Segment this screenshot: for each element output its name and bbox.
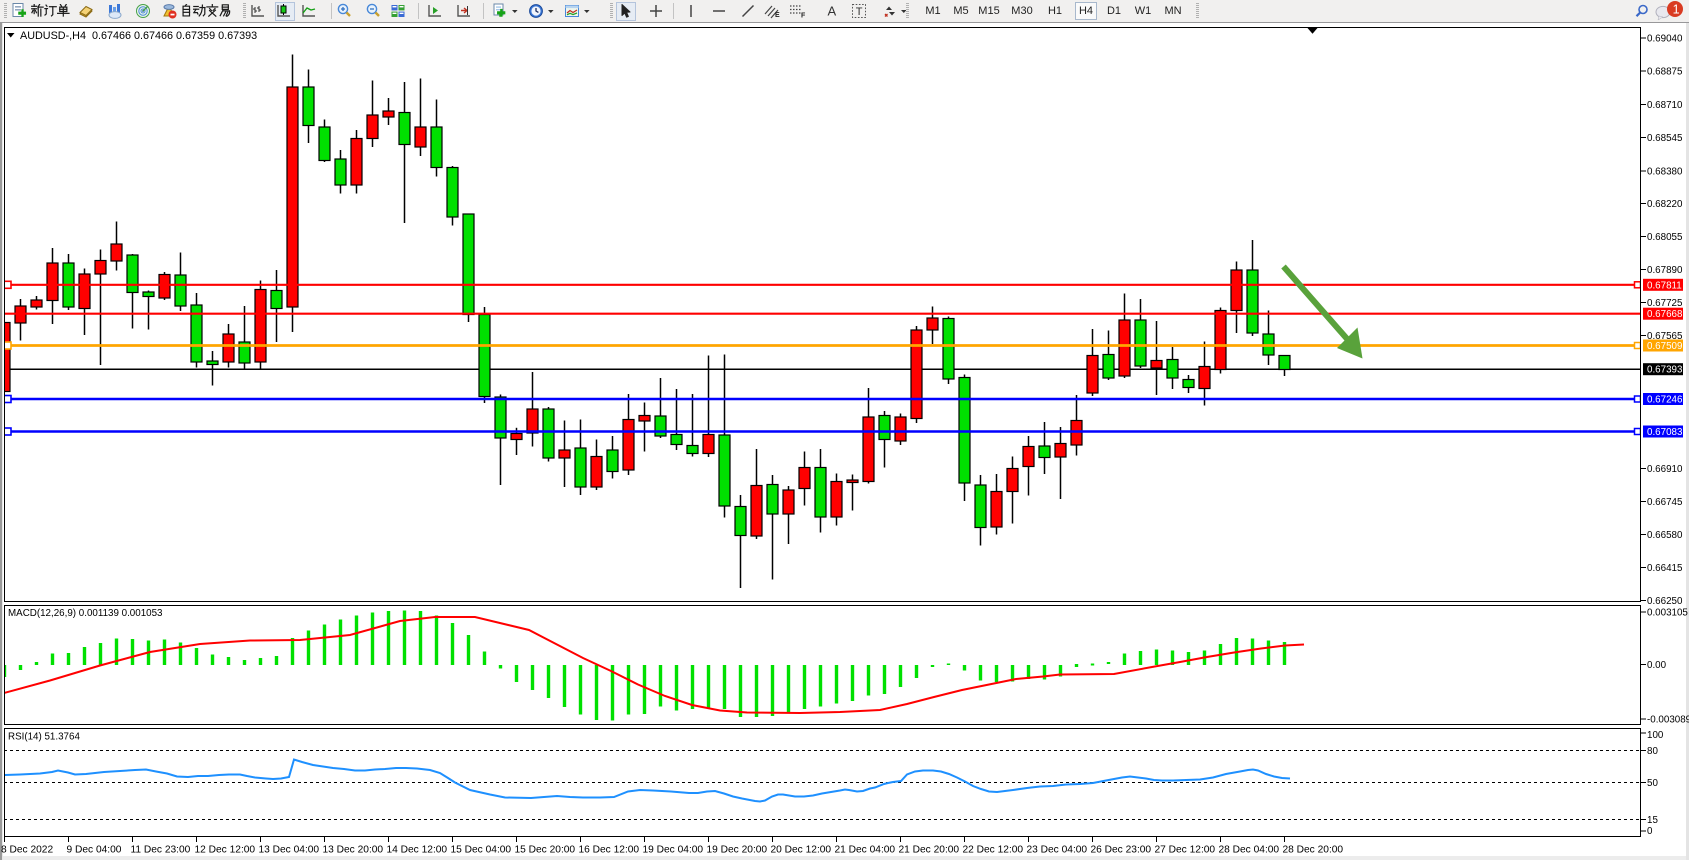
svg-text:0.68875: 0.68875 bbox=[1647, 67, 1683, 78]
svg-text:0.66250: 0.66250 bbox=[1647, 596, 1683, 607]
svg-text:1: 1 bbox=[1673, 3, 1680, 17]
svg-text:15 Dec 04:00: 15 Dec 04:00 bbox=[451, 845, 512, 856]
svg-text:23 Dec 04:00: 23 Dec 04:00 bbox=[1027, 845, 1088, 856]
svg-text:T: T bbox=[856, 6, 863, 18]
svg-text:8 Dec 2022: 8 Dec 2022 bbox=[1, 845, 53, 856]
svg-text:15 Dec 20:00: 15 Dec 20:00 bbox=[515, 845, 576, 856]
svg-text:13 Dec 20:00: 13 Dec 20:00 bbox=[323, 845, 384, 856]
svg-text:0.66580: 0.66580 bbox=[1647, 530, 1683, 541]
svg-text:0.67565: 0.67565 bbox=[1647, 331, 1683, 342]
svg-text:0.68710: 0.68710 bbox=[1647, 100, 1683, 111]
svg-text:13 Dec 04:00: 13 Dec 04:00 bbox=[259, 845, 320, 856]
svg-text:20 Dec 12:00: 20 Dec 12:00 bbox=[771, 845, 832, 856]
svg-text:15: 15 bbox=[1647, 815, 1658, 826]
svg-text:0.68055: 0.68055 bbox=[1647, 232, 1683, 243]
svg-text:26 Dec 23:00: 26 Dec 23:00 bbox=[1091, 845, 1152, 856]
svg-text:0.66745: 0.66745 bbox=[1647, 497, 1683, 508]
svg-text:28 Dec 04:00: 28 Dec 04:00 bbox=[1219, 845, 1280, 856]
svg-text:0.68545: 0.68545 bbox=[1647, 133, 1683, 144]
svg-text:0.67246: 0.67246 bbox=[1647, 395, 1683, 406]
svg-text:0.68380: 0.68380 bbox=[1647, 166, 1683, 177]
svg-text:-0.003089: -0.003089 bbox=[1647, 715, 1689, 726]
svg-text:12 Dec 12:00: 12 Dec 12:00 bbox=[195, 845, 256, 856]
svg-text:27 Dec 12:00: 27 Dec 12:00 bbox=[1155, 845, 1216, 856]
svg-text:0.69040: 0.69040 bbox=[1647, 34, 1683, 45]
svg-text:19 Dec 20:00: 19 Dec 20:00 bbox=[707, 845, 768, 856]
svg-text:A: A bbox=[828, 4, 837, 19]
svg-text:50: 50 bbox=[1647, 778, 1658, 789]
svg-text:0.67668: 0.67668 bbox=[1647, 309, 1683, 320]
svg-text:100: 100 bbox=[1647, 730, 1664, 741]
svg-text:E: E bbox=[775, 12, 780, 19]
svg-text:19 Dec 04:00: 19 Dec 04:00 bbox=[643, 845, 704, 856]
svg-text:0.67393: 0.67393 bbox=[1647, 365, 1683, 376]
svg-text:0.66415: 0.66415 bbox=[1647, 563, 1683, 574]
svg-text:21 Dec 20:00: 21 Dec 20:00 bbox=[899, 845, 960, 856]
svg-text:0.67083: 0.67083 bbox=[1647, 427, 1683, 438]
svg-text:RSI(14) 51.3764: RSI(14) 51.3764 bbox=[8, 732, 80, 743]
svg-text:F: F bbox=[801, 13, 806, 20]
svg-text:0.67811: 0.67811 bbox=[1647, 280, 1682, 291]
svg-text:9 Dec 04:00: 9 Dec 04:00 bbox=[67, 845, 122, 856]
svg-text:MACD(12,26,9) 0.001139 0.00105: MACD(12,26,9) 0.001139 0.001053 bbox=[8, 608, 163, 619]
svg-text:0.67509: 0.67509 bbox=[1647, 341, 1682, 352]
svg-text:0.68220: 0.68220 bbox=[1647, 199, 1683, 210]
svg-text:0.67890: 0.67890 bbox=[1647, 265, 1683, 276]
svg-text:0.003105: 0.003105 bbox=[1647, 608, 1688, 619]
svg-text:14 Dec 12:00: 14 Dec 12:00 bbox=[387, 845, 448, 856]
svg-text:11 Dec 23:00: 11 Dec 23:00 bbox=[131, 845, 191, 856]
svg-text:22 Dec 12:00: 22 Dec 12:00 bbox=[963, 845, 1024, 856]
svg-text:0.00: 0.00 bbox=[1647, 660, 1667, 671]
svg-text:16 Dec 12:00: 16 Dec 12:00 bbox=[579, 845, 640, 856]
svg-text:0: 0 bbox=[1647, 826, 1653, 837]
svg-text:0.67725: 0.67725 bbox=[1647, 298, 1683, 309]
svg-text:80: 80 bbox=[1647, 746, 1658, 757]
svg-text:21 Dec 04:00: 21 Dec 04:00 bbox=[835, 845, 896, 856]
svg-text:0.66910: 0.66910 bbox=[1647, 464, 1683, 475]
svg-text:AUDUSD-,H4 0.67466 0.67466 0.: AUDUSD-,H4 0.67466 0.67466 0.67359 0.673… bbox=[20, 30, 257, 42]
svg-text:28 Dec 20:00: 28 Dec 20:00 bbox=[1283, 845, 1344, 856]
